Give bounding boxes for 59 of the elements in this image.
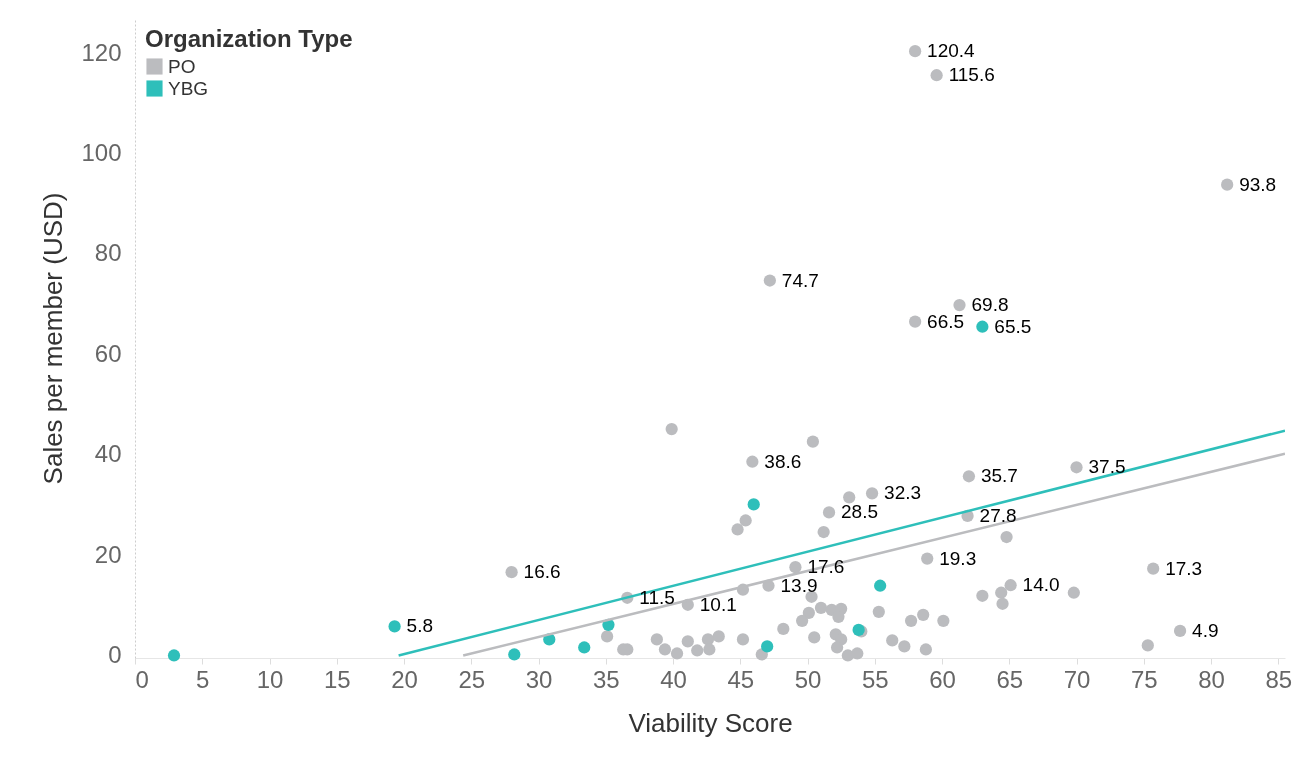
- data-label: 35.7: [980, 465, 1018, 487]
- data-label: 11.5: [639, 586, 675, 608]
- data-label: 27.8: [979, 504, 1017, 526]
- y-axis-title: Sales per member (USD): [38, 192, 69, 485]
- x-tick-label: 65: [996, 665, 1024, 693]
- data-label: 115.6: [948, 64, 995, 86]
- legend-title: Organization Type: [145, 25, 353, 52]
- legend-label: YBG: [168, 77, 209, 99]
- y-tick-label: 20: [94, 540, 122, 568]
- point: [747, 498, 760, 511]
- y-tick-label: 120: [81, 38, 122, 66]
- x-tick-label: 15: [323, 665, 351, 693]
- data-label: 19.3: [939, 547, 977, 569]
- data-label: 120.4: [927, 40, 976, 62]
- point: [578, 641, 591, 654]
- x-tick-label: 70: [1063, 665, 1091, 693]
- x-tick-label: 20: [391, 665, 418, 693]
- x-tick-label: 30: [525, 665, 553, 693]
- data-label: 66.5: [927, 310, 965, 332]
- legend-label: PO: [168, 55, 196, 77]
- x-tick-label: 75: [1130, 665, 1158, 693]
- data-label: 16.6: [523, 561, 561, 583]
- point: [167, 649, 181, 662]
- data-label: 65.5: [994, 315, 1032, 337]
- x-tick-label: 5: [196, 665, 210, 693]
- data-label: 14.0: [1022, 574, 1060, 596]
- x-axis-title: Viability Score: [628, 707, 793, 738]
- x-tick-label: 10: [256, 665, 284, 693]
- y-tick-label: 0: [108, 640, 122, 668]
- y-tick-label: 100: [81, 139, 122, 167]
- data-label: 17.3: [1165, 557, 1203, 579]
- x-tick-label: 60: [929, 665, 956, 693]
- data-label: 38.6: [764, 450, 802, 472]
- y-tick-label: 40: [94, 440, 122, 468]
- x-tick-label: 0: [135, 665, 149, 693]
- point: [388, 620, 401, 633]
- data-label: 74.7: [781, 269, 819, 291]
- x-tick-label: 80: [1198, 665, 1225, 693]
- x-tick-label: 85: [1265, 665, 1293, 693]
- data-label: 28.5: [841, 501, 879, 523]
- data-label: 32.3: [884, 482, 922, 504]
- data-label: 5.8: [406, 615, 434, 637]
- y-tick-label: 80: [94, 239, 122, 267]
- data-label: 93.8: [1239, 173, 1277, 195]
- point: [976, 320, 989, 333]
- x-tick-label: 55: [861, 665, 889, 693]
- point: [508, 648, 521, 661]
- y-tick-label: 60: [94, 339, 122, 367]
- x-tick-label: 50: [794, 665, 822, 693]
- data-label: 4.9: [1192, 619, 1219, 641]
- data-label: 37.5: [1088, 456, 1126, 478]
- x-tick-label: 40: [660, 665, 687, 693]
- x-tick-label: 35: [592, 665, 620, 693]
- data-label: 10.1: [699, 593, 737, 615]
- x-tick-label: 25: [458, 665, 486, 693]
- x-tick-label: 45: [727, 665, 755, 693]
- point: [761, 640, 774, 653]
- data-label: 69.8: [971, 294, 1009, 316]
- point: [874, 579, 887, 592]
